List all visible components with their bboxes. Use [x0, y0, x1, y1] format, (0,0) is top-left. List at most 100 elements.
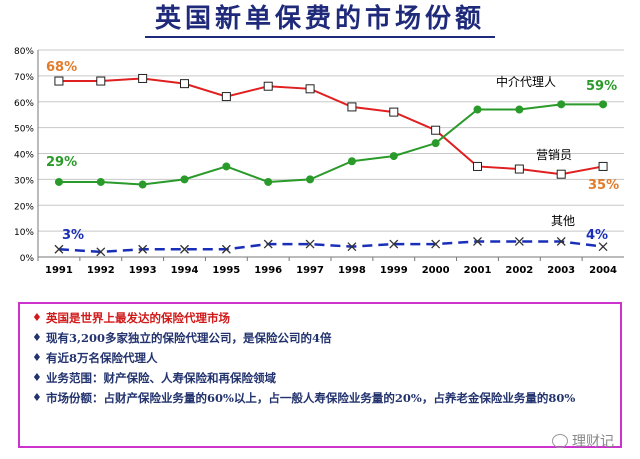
data-point: [389, 107, 399, 117]
marker-stroke: [96, 247, 106, 257]
watermark: 理财记: [552, 431, 614, 451]
gridlines: [38, 49, 624, 232]
y-tick-label: 30%: [14, 176, 34, 186]
x-tick-label: 1995: [212, 265, 240, 276]
blue-end-label: 4%: [586, 228, 608, 243]
data-point: [599, 100, 608, 109]
x-tick-label: 2004: [589, 265, 617, 276]
bullet-icon: ♦: [32, 331, 42, 344]
x-tick-label: 1999: [380, 265, 408, 276]
marker-stroke: [54, 244, 64, 254]
y-tick-label: 60%: [14, 99, 34, 109]
data-point: [180, 244, 189, 254]
series-label-other: 其他: [551, 214, 575, 228]
data-point: [96, 76, 106, 86]
series-line: [58, 103, 604, 186]
data-point: [138, 244, 148, 254]
x-tick-label: 2000: [422, 265, 450, 276]
data-point: [54, 76, 64, 86]
data-point: [54, 177, 63, 186]
title-wrap: 英国新单保费的市场份额: [0, 0, 640, 40]
bullet-icon: ♦: [32, 311, 42, 324]
x-tick-label: 1998: [338, 265, 366, 276]
marker-stroke: [305, 239, 315, 249]
x-tick-label: 1993: [129, 265, 157, 276]
data-point: [222, 162, 231, 171]
note-text: 英国是世界上最发达的保险代理市场: [46, 311, 230, 325]
data-point: [305, 239, 315, 249]
series-line: [58, 240, 604, 254]
y-tick-label: 50%: [14, 125, 34, 135]
marker-stroke: [431, 239, 441, 249]
data-point: [180, 175, 189, 184]
x-tick-label: 1994: [171, 265, 199, 276]
data-point: [514, 237, 524, 246]
marker-stroke: [598, 242, 608, 252]
x-tick-label: 1992: [87, 265, 115, 276]
series-line: [58, 77, 604, 176]
data-point: [389, 152, 398, 161]
data-point: [180, 79, 189, 89]
marker-stroke: [473, 237, 482, 246]
axes: 0% 10% 20% 30% 40% 50% 60% 70% 80% 1991 1992 1993 19…: [14, 47, 624, 276]
y-tick-label: 40%: [14, 151, 34, 161]
data-point: [515, 105, 524, 114]
marker-stroke: [514, 237, 524, 246]
data-point: [556, 169, 566, 179]
marker-stroke: [263, 239, 273, 249]
data-point: [221, 92, 231, 102]
series-label-intermediary: 中介代理人: [496, 74, 556, 89]
marker-stroke: [180, 244, 189, 254]
marker-stroke: [138, 244, 148, 254]
series-label-agents: 营销员: [536, 148, 572, 162]
data-point: [96, 247, 106, 257]
chart-title: 英国新单保费的市场份额: [144, 3, 495, 38]
green-start-label: 29%: [46, 155, 77, 170]
data-point: [96, 177, 105, 186]
bullet-icon: ♦: [32, 351, 42, 364]
y-tick-label: 70%: [14, 73, 34, 83]
note-item: ♦ 市场份额：占财产保险业务量的60%以上，占一般人寿保险业务量的20%，占养老金…: [32, 388, 610, 408]
series-group: [54, 73, 608, 257]
data-point: [54, 244, 64, 254]
data-point: [431, 239, 441, 249]
bullet-icon: ♦: [32, 391, 42, 404]
data-point: [557, 100, 566, 109]
watermark-text: 理财记: [572, 434, 614, 450]
chart-labels: 中介代理人 营销员 其他 68% 35% 29% 59% 3% 4%: [46, 60, 619, 243]
red-start-label: 68%: [46, 60, 77, 75]
x-tick-label: 1997: [296, 265, 324, 276]
data-point: [598, 161, 608, 171]
data-point: [347, 157, 356, 166]
data-point: [263, 239, 273, 249]
y-tick-label: 10%: [14, 228, 34, 238]
data-point: [598, 242, 608, 252]
note-text: 现有3,200多家独立的保险代理公司，是保险公司的4倍: [46, 331, 332, 345]
note-item: ♦ 有近8万名保险代理人: [32, 348, 610, 368]
data-point: [138, 180, 147, 189]
x-tick-label: 2001: [464, 265, 492, 276]
y-tick-label: 0%: [20, 254, 35, 264]
x-tick-label: 2002: [505, 265, 533, 276]
data-point: [556, 237, 566, 246]
marker-stroke: [221, 244, 231, 254]
data-point: [347, 102, 357, 112]
note-item: ♦ 英国是世界上最发达的保险代理市场: [32, 308, 610, 328]
data-point: [138, 73, 148, 83]
x-tick-label: 1991: [45, 265, 73, 276]
data-point: [347, 242, 357, 252]
data-point: [263, 81, 273, 91]
data-point: [431, 125, 441, 135]
blue-start-label: 3%: [62, 228, 84, 243]
data-point: [221, 244, 231, 254]
data-point: [431, 139, 440, 148]
wechat-icon: [552, 434, 568, 448]
marker-stroke: [556, 237, 566, 246]
marker-stroke: [389, 239, 399, 249]
note-text: 有近8万名保险代理人: [46, 351, 158, 365]
line-chart: 0% 10% 20% 30% 40% 50% 60% 70% 80% 1991 1992 1993 19…: [14, 47, 624, 276]
data-point: [514, 164, 524, 174]
note-item: ♦ 现有3,200多家独立的保险代理公司，是保险公司的4倍: [32, 328, 610, 348]
note-text: 市场份额：占财产保险业务量的60%以上，占一般人寿保险业务量的20%，占养老金保…: [46, 391, 576, 405]
x-tick-label: 1996: [254, 265, 282, 276]
